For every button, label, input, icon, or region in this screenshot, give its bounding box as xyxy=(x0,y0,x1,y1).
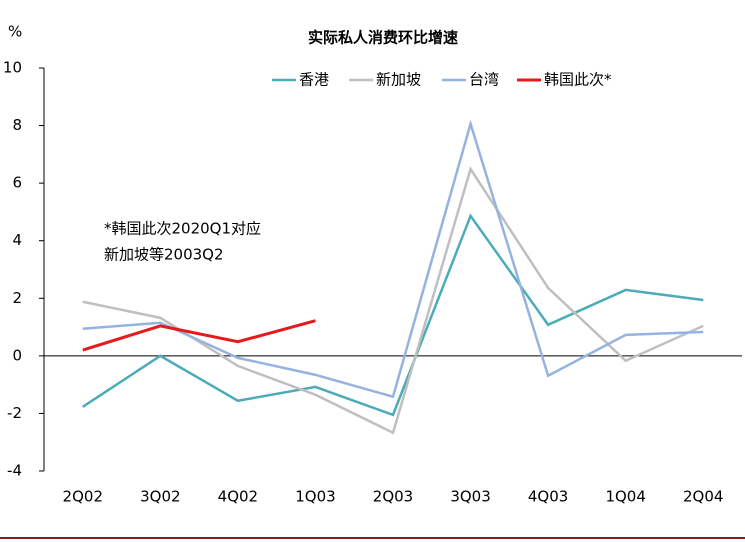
y-tick-label: 2 xyxy=(12,289,22,307)
y-tick-label: 6 xyxy=(12,174,22,192)
chart-title: 实际私人消费环比增速 xyxy=(308,29,458,47)
x-tick-label: 3Q02 xyxy=(140,488,180,506)
annotation: 新加坡等2003Q2 xyxy=(104,246,224,264)
legend-label: 韩国此次* xyxy=(544,71,612,89)
series-line xyxy=(82,213,704,417)
y-tick-label: 4 xyxy=(12,231,22,249)
y-tick-label: -4 xyxy=(7,462,22,480)
y-tick-label: 8 xyxy=(12,116,22,134)
annotation: *韩国此次2020Q1对应 xyxy=(104,220,261,238)
x-tick-label: 1Q04 xyxy=(605,488,645,506)
x-tick-label: 4Q02 xyxy=(218,488,258,506)
y-tick-label: -2 xyxy=(7,404,22,422)
legend-label: 新加坡 xyxy=(376,71,421,89)
x-tick-label: 3Q03 xyxy=(450,488,490,506)
x-tick-label: 4Q03 xyxy=(528,488,568,506)
x-tick-label: 1Q03 xyxy=(295,488,335,506)
series-line xyxy=(82,319,316,352)
series-line xyxy=(82,119,704,399)
x-tick-label: 2Q03 xyxy=(373,488,413,506)
y-tick-label: 0 xyxy=(12,346,22,364)
y-tick-label: 10 xyxy=(3,59,22,77)
x-tick-label: 2Q02 xyxy=(63,488,103,506)
legend-label: 香港 xyxy=(299,71,329,89)
x-tick-label: 2Q04 xyxy=(683,488,723,506)
y-unit: % xyxy=(8,23,22,41)
legend-label: 台湾 xyxy=(469,71,499,89)
